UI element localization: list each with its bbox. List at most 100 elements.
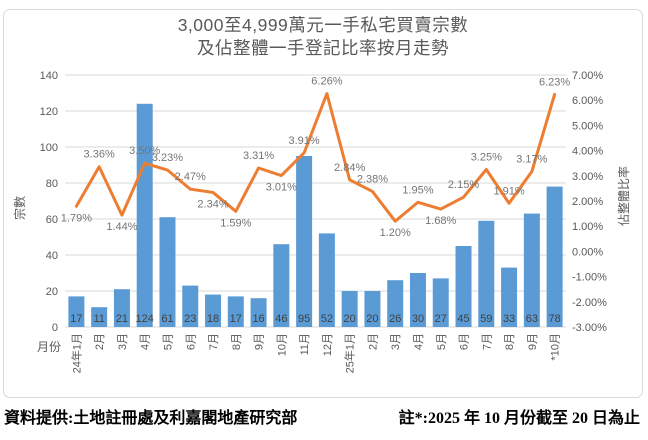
line-value-label: 2.38%	[357, 173, 388, 185]
line-value-label: 1.95%	[402, 184, 433, 196]
left-axis-title: 宗數	[12, 196, 27, 220]
bar	[113, 289, 130, 327]
x-axis-tick: 8月	[231, 333, 243, 350]
right-axis-tick: -3.00%	[572, 322, 607, 334]
bar	[91, 307, 108, 327]
x-axis-tick: 12月	[322, 333, 334, 356]
right-axis-tick: 2.00%	[572, 196, 603, 208]
x-axis-tick: 24年1月	[69, 333, 83, 373]
right-axis-tick: 6.00%	[572, 95, 603, 107]
x-axis-tick: 3月	[117, 333, 129, 350]
line-value-label: 6.23%	[539, 76, 570, 88]
bar	[409, 273, 426, 327]
right-axis-tick: 1.00%	[572, 221, 603, 233]
x-axis-tick: 7月	[481, 333, 493, 350]
right-axis-tick: 5.00%	[572, 120, 603, 132]
x-axis-tick: *10月	[550, 333, 562, 361]
x-axis-tick: 2月	[94, 333, 106, 350]
line-value-label: 3.91%	[289, 135, 320, 147]
bar-value-label: 20	[344, 313, 356, 325]
date-note: 註*:2025 年 10 月份截至 20 日為止	[398, 410, 640, 427]
bar	[432, 278, 449, 327]
bar	[296, 156, 313, 327]
line-value-label: 2.15%	[448, 179, 479, 191]
chart-container	[3, 9, 643, 398]
right-axis-tick: 7.00%	[572, 70, 603, 82]
bar	[546, 186, 563, 327]
line-value-label: 1.20%	[380, 227, 411, 239]
bar-value-label: 78	[548, 313, 560, 325]
x-axis-tick: 2月	[367, 333, 379, 350]
line-value-label: 6.26%	[311, 76, 342, 88]
line-value-label: 2.47%	[175, 171, 206, 183]
bar-value-label: 45	[457, 313, 469, 325]
bar-value-label: 27	[435, 313, 447, 325]
bar	[341, 291, 358, 327]
bar-value-label: 26	[389, 313, 401, 325]
bar-value-label: 61	[161, 313, 173, 325]
right-axis-tick: 3.00%	[572, 171, 603, 183]
bar-value-label: 11	[93, 313, 104, 325]
bar-value-label: 124	[136, 313, 154, 325]
bar-value-label: 21	[116, 313, 128, 325]
bar	[455, 246, 472, 327]
bar-value-label: 33	[503, 313, 515, 325]
line-value-label: 3.17%	[516, 154, 547, 166]
x-axis-tick: 8月	[504, 333, 516, 350]
bar-value-label: 30	[412, 313, 424, 325]
line-value-label: 1.44%	[106, 221, 137, 233]
line-value-label: 1.91%	[493, 185, 524, 197]
bar-value-label: 23	[184, 313, 196, 325]
bar-value-label: 63	[526, 313, 538, 325]
line-value-label: 2.84%	[334, 162, 365, 174]
x-axis-tick: 3月	[390, 333, 402, 350]
line-value-label: 1.79%	[61, 212, 92, 224]
ratio-line	[74, 92, 557, 223]
source-note: 資料提供:土地註冊處及利嘉閣地產研究部	[4, 410, 298, 427]
x-axis-tick: 5月	[436, 333, 448, 350]
bar-value-label: 95	[298, 313, 310, 325]
bar	[182, 285, 199, 327]
bar	[364, 291, 381, 327]
bar-value-label: 59	[480, 313, 492, 325]
x-axis-tick: 4月	[140, 333, 152, 350]
bar-value-label: 17	[230, 313, 242, 325]
chart-title: 3,000至4,999萬元一手私宅買賣宗數 及佔整體一手登記比率按月走勢	[3, 14, 643, 59]
x-axis-title: 月份	[37, 340, 61, 354]
line-value-label: 3.01%	[266, 182, 297, 194]
bar-value-label: 17	[70, 313, 82, 325]
left-axis-tick: 120	[40, 106, 58, 118]
line-value-label: 3.50%	[129, 145, 160, 157]
x-axis-tick: 5月	[162, 333, 174, 350]
x-axis-tick: 9月	[254, 333, 266, 350]
line-value-label: 3.36%	[84, 149, 115, 161]
bar-value-label: 52	[321, 313, 333, 325]
bar	[387, 280, 404, 327]
bar	[273, 244, 290, 327]
right-axis-tick: 0.00%	[572, 246, 603, 258]
x-axis-tick: 10月	[276, 333, 288, 356]
left-axis-tick: 0	[52, 322, 58, 334]
left-axis-tick: 140	[40, 70, 58, 82]
line-value-label: 2.34%	[197, 198, 228, 210]
x-axis-tick: 6月	[185, 333, 197, 350]
bar	[250, 298, 267, 327]
bar	[318, 233, 335, 327]
x-axis-tick: 6月	[459, 333, 471, 350]
left-axis-tick: 20	[46, 286, 58, 298]
bar	[159, 217, 176, 327]
line-value-label: 1.68%	[425, 215, 456, 227]
x-axis-tick: 7月	[208, 333, 220, 350]
footnote-bar: 資料提供:土地註冊處及利嘉閣地產研究部 註*:2025 年 10 月份截至 20…	[4, 404, 640, 428]
line-value-label: 3.31%	[243, 150, 274, 162]
bar-value-label: 18	[207, 313, 219, 325]
bar	[523, 213, 540, 327]
left-axis-tick: 60	[46, 214, 58, 226]
x-axis-tick: 9月	[527, 333, 539, 350]
bar	[501, 267, 518, 327]
x-axis-tick: 25年1月	[343, 333, 357, 373]
bar-value-label: 20	[366, 313, 378, 325]
left-axis-tick: 80	[46, 178, 58, 190]
